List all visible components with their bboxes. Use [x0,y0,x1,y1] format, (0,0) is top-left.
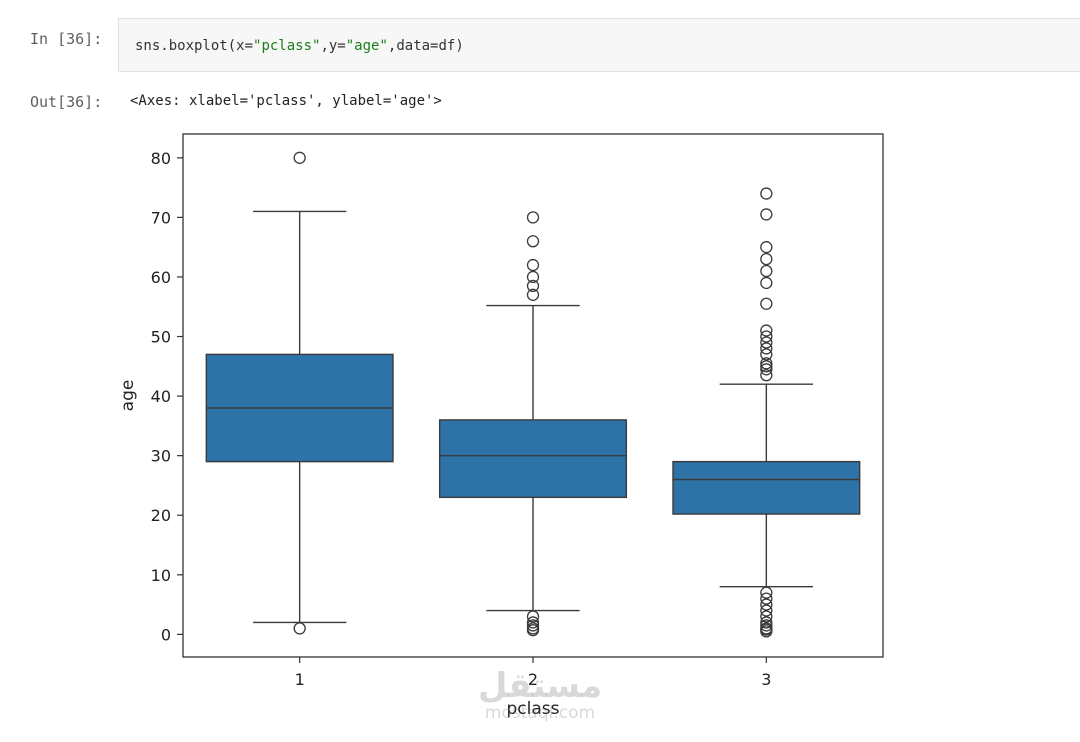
outlier-point [526,616,540,629]
code-line: sns.boxplot(x="pclass",y="age",data=df) [135,38,464,54]
x-tick-label: 3 [761,670,771,689]
y-tick-label: 30 [151,447,171,466]
outlier-point [760,616,773,629]
y-tick-label: 70 [151,208,171,227]
outlier-point [760,348,773,361]
box-group-1 [205,151,394,635]
outlier-point [760,241,773,254]
outlier-point [760,357,773,370]
outlier-point [760,297,773,310]
output-prompt: Out[36]: [30,93,103,111]
outlier-point [760,610,773,623]
outlier-point [760,330,773,343]
outlier-point [760,342,773,355]
outlier-point [760,592,773,605]
outlier-point [760,369,773,382]
outlier-point [760,336,773,349]
outlier-point [760,324,773,337]
outlier-point [526,610,540,623]
code-y-string: "age" [345,38,388,54]
box-iqr [672,460,861,515]
y-tick-label: 0 [161,625,171,644]
input-prompt: In [36]: [30,30,103,48]
outlier-point [293,622,306,635]
outlier-point [526,619,540,632]
outlier-point [526,624,540,637]
outlier-point [760,360,773,373]
outlier-point [526,258,540,272]
y-axis-label: age [118,380,138,412]
outlier-point [526,288,540,301]
outlier-point [760,619,773,632]
outlier-point [760,187,773,200]
code-prefix: sns.boxplot(x= [135,38,254,54]
y-tick-label: 20 [151,506,171,525]
outlier-point [760,604,773,617]
y-tick-label: 80 [151,149,171,168]
code-mid: ,y= [320,38,346,54]
outlier-point [760,252,773,266]
code-suffix: ,data=df) [387,38,464,54]
box-iqr [438,419,628,499]
outlier-point [760,208,773,221]
outlier-point [293,151,306,164]
outlier-point [526,235,540,248]
outlier-point [526,279,540,293]
outlier-point [760,625,773,638]
x-tick-label: 1 [295,670,305,689]
box-group-2 [438,211,628,637]
y-tick-label: 10 [151,566,171,585]
x-tick-label: 2 [528,670,538,689]
code-x-string: "pclass" [253,38,321,54]
outlier-point [760,363,773,376]
y-tick-label: 50 [151,328,171,347]
outlier-point [526,270,540,284]
outlier-point [760,598,773,611]
outlier-point [760,264,773,278]
output-text: <Axes: xlabel='pclass', ylabel='age'> [130,93,442,109]
y-tick-label: 60 [151,268,171,287]
code-cell[interactable]: sns.boxplot(x="pclass",y="age",data=df) [118,18,1080,72]
y-tick-label: 40 [151,387,171,406]
outlier-point [760,586,773,599]
box-group-3 [672,187,861,638]
x-axis-label: pclass [507,699,560,719]
outlier-point [760,276,773,290]
outlier-point [526,211,540,224]
